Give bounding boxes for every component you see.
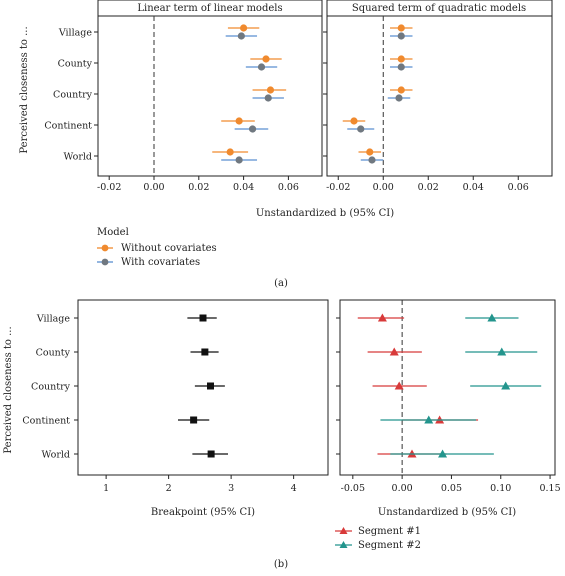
point-estimate [207, 450, 215, 458]
x-tick-label: -0.02 [326, 182, 350, 193]
x-tick-label: 3 [228, 483, 234, 494]
point-estimate [262, 55, 270, 63]
point-estimate [248, 125, 257, 133]
point-estimate [257, 63, 266, 71]
point-estimate [397, 55, 405, 63]
point-estimate [350, 117, 358, 125]
x-tick-label: -0.05 [341, 483, 365, 494]
point-estimate [397, 63, 405, 71]
panel-a-xlabel: Unstandardized b (95% CI) [256, 208, 394, 219]
panel-a-caption: (a) [274, 278, 288, 289]
legend-b-item-seg2: Segment #2 [335, 540, 421, 551]
facet-a2-plot [326, 15, 553, 177]
y-tick-label: County [58, 59, 93, 70]
point-estimate [497, 347, 507, 356]
x-tick-label: 0.00 [373, 182, 394, 193]
point-estimate [357, 125, 365, 133]
point-estimate [394, 381, 404, 390]
panel-b: Perceived closeness to ... 1 2 3 4 Village Co… [3, 299, 561, 570]
x-tick-label: 0.05 [441, 483, 462, 494]
facet-a2-title: Squared term of quadratic models [352, 3, 526, 14]
facet-b2-plot [339, 299, 556, 476]
facet-b2-xlabel: Unstandardized b (95% CI) [378, 507, 516, 518]
point-estimate [397, 32, 405, 40]
point-estimate [487, 313, 497, 322]
facet-a1-plot [97, 15, 323, 177]
point-estimate [207, 382, 214, 390]
panel-a-ylabel: Perceived closeness to ... [19, 26, 30, 153]
point-estimate [190, 416, 198, 424]
legend-a-label-without: Without covariates [121, 243, 217, 254]
x-tick-label: 1 [103, 483, 109, 494]
panel-b-caption: (b) [274, 559, 288, 570]
point-estimate [389, 347, 399, 356]
x-tick-label: 0.04 [463, 182, 484, 193]
point-estimate [264, 94, 272, 102]
point-estimate [368, 156, 376, 164]
legend-a-item-without: Without covariates [97, 243, 217, 254]
y-tick-label: Country [31, 382, 71, 393]
point-estimate [397, 24, 405, 32]
point-estimate [377, 313, 387, 322]
x-tick-label: 0.06 [278, 182, 299, 193]
y-tick-label: Country [53, 90, 93, 101]
x-tick-label: 0.00 [143, 182, 164, 193]
point-estimate [266, 86, 275, 94]
point-estimate [237, 32, 245, 40]
x-tick-label: -0.02 [97, 182, 121, 193]
legend-a-title: Model [97, 227, 129, 238]
y-tick-label: Continent [22, 416, 70, 427]
legend-b-label-seg2: Segment #2 [358, 540, 421, 551]
y-tick-label: Village [58, 28, 93, 39]
y-tick-label: World [42, 450, 71, 461]
y-tick-label: World [64, 152, 93, 163]
x-tick-label: 0.00 [392, 483, 413, 494]
x-tick-label: 4 [291, 483, 297, 494]
y-tick-label: Village [36, 314, 71, 325]
point-estimate [235, 156, 243, 164]
legend-a-item-with: With covariates [97, 257, 200, 268]
y-tick-label: County [36, 348, 71, 359]
point-estimate [397, 86, 405, 94]
point-estimate [395, 94, 403, 102]
x-tick-label: 0.15 [539, 483, 560, 494]
legend-b-item-seg1: Segment #1 [335, 526, 421, 537]
panel-a: Perceived closeness to ... Linear term o… [19, 0, 553, 289]
facet-b1-xlabel: Breakpoint (95% CI) [151, 507, 255, 518]
point-estimate [438, 449, 448, 458]
y-tick-label: Continent [44, 121, 92, 132]
point-estimate [240, 24, 248, 32]
legend-a-label-with: With covariates [121, 257, 200, 268]
point-estimate [199, 314, 207, 322]
x-tick-label: 0.02 [188, 182, 209, 193]
x-tick-label: 2 [166, 483, 172, 494]
facet-a1-title: Linear term of linear models [137, 3, 282, 14]
x-tick-label: 0.02 [418, 182, 439, 193]
point-estimate [366, 148, 374, 156]
legend-b-label-seg1: Segment #1 [358, 526, 421, 537]
facet-b1-plot [77, 299, 329, 476]
x-tick-label: 0.10 [490, 483, 511, 494]
x-tick-label: 0.04 [233, 182, 254, 193]
point-estimate [424, 415, 434, 424]
point-estimate [235, 117, 243, 125]
point-estimate [226, 148, 234, 156]
point-estimate [201, 348, 209, 356]
point-estimate [501, 381, 511, 390]
panel-b-ylabel: Perceived closeness to ... [3, 326, 14, 453]
x-tick-label: 0.06 [508, 182, 529, 193]
